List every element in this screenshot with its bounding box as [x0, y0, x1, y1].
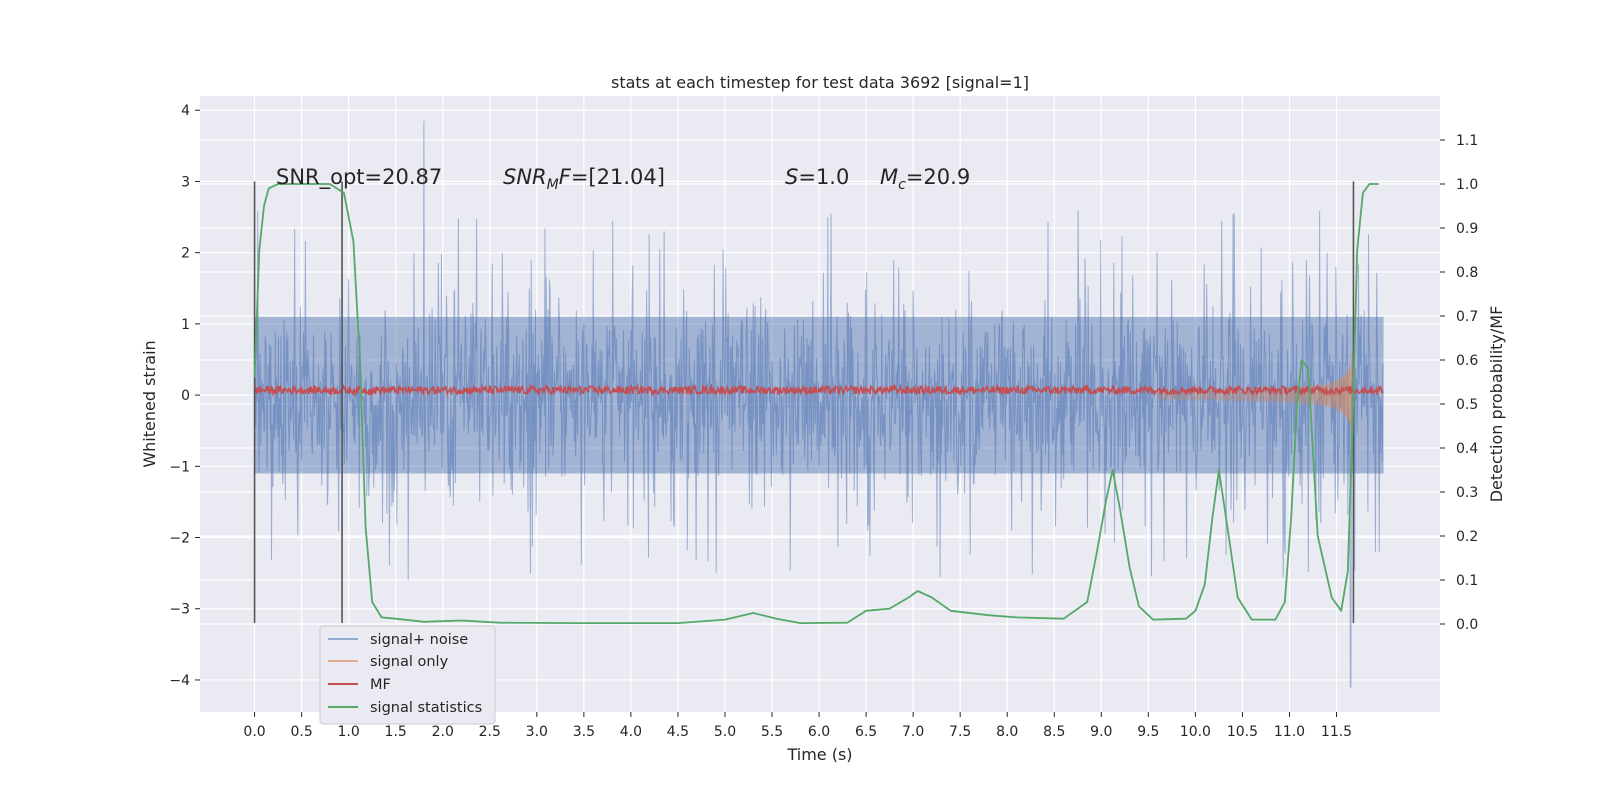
- x-tick-label-10: 5.0: [714, 724, 736, 740]
- legend-label-mf: MF: [370, 677, 391, 693]
- x-tick-label-22: 11.0: [1274, 724, 1305, 740]
- noise-band: [254, 316, 1384, 474]
- y-axis-label: Whitened strain: [140, 340, 159, 467]
- y2-tick-label-6: 0.6: [1456, 353, 1478, 369]
- x-tick-label-11: 5.5: [761, 724, 783, 740]
- legend-box: [319, 625, 496, 725]
- x-tick-label-20: 10.0: [1180, 724, 1211, 740]
- x-tick-label-16: 8.0: [996, 724, 1018, 740]
- y2-axis-label: Detection probability/MF: [1487, 306, 1506, 503]
- x-tick-label-17: 8.5: [1043, 724, 1065, 740]
- axis-ticks: 0.0 0.5 1.0 1.5 2.0 2.5 3.0 3.5 4.0 4.5 5.0 5.5 6.0 6…: [169, 103, 1478, 740]
- series-signal-only: [1157, 349, 1354, 442]
- x-tick-label-19: 9.5: [1137, 724, 1159, 740]
- x-tick-label-8: 4.0: [620, 724, 642, 740]
- y2-tick-label-11: 1.1: [1456, 133, 1478, 149]
- annotation-snr-opt: SNR_opt=20.87: [276, 165, 442, 190]
- x-tick-label-21: 10.5: [1227, 724, 1258, 740]
- x-tick-label-4: 2.0: [432, 724, 454, 740]
- x-tick-label-7: 3.5: [573, 724, 595, 740]
- y2-tick-label-4: 0.4: [1456, 441, 1478, 457]
- annotation-snr-mf: SNRMF=[21.04]: [503, 165, 665, 193]
- x-tick-label-6: 3.0: [526, 724, 548, 740]
- y-tick-label-0: −4: [169, 673, 190, 689]
- x-tick-label-5: 2.5: [479, 724, 501, 740]
- x-tick-label-15: 7.5: [949, 724, 971, 740]
- mf-trace: [253, 383, 1384, 398]
- y2-tick-label-8: 0.8: [1456, 265, 1478, 281]
- y-tick-label-6: 2: [181, 246, 190, 262]
- y2-tick-label-7: 0.7: [1456, 309, 1478, 325]
- x-tick-label-18: 9.0: [1090, 724, 1112, 740]
- series-signal-noise: [254, 120, 1384, 688]
- chart-title: stats at each timestep for test data 369…: [611, 73, 1029, 92]
- legend-label-signal-noise: signal+ noise: [370, 632, 468, 648]
- x-tick-label-2: 1.0: [338, 724, 360, 740]
- x-tick-label-9: 4.5: [667, 724, 689, 740]
- y-tick-label-3: −1: [169, 459, 190, 475]
- y-tick-label-8: 4: [181, 103, 190, 119]
- y-tick-label-2: −2: [169, 531, 190, 547]
- y2-tick-label-5: 0.5: [1456, 397, 1478, 413]
- x-tick-label-0: 0.0: [243, 724, 265, 740]
- annotation-mc: Mc=20.9: [880, 165, 970, 193]
- y-tick-label-1: −3: [169, 602, 190, 618]
- x-tick-label-3: 1.5: [385, 724, 407, 740]
- y2-tick-label-10: 1.0: [1456, 177, 1478, 193]
- x-tick-label-13: 6.5: [855, 724, 877, 740]
- x-tick-label-14: 7.0: [902, 724, 924, 740]
- y-tick-label-5: 1: [181, 317, 190, 333]
- annotation-s: S=1.0: [785, 165, 849, 189]
- y2-tick-label-1: 0.1: [1456, 573, 1478, 589]
- y2-tick-label-2: 0.2: [1456, 529, 1478, 545]
- signal-statistics-line: [253, 183, 1379, 624]
- legend-label-signal-statistics: signal statistics: [370, 700, 482, 716]
- legend-label-signal-only: signal only: [370, 654, 449, 670]
- y2-tick-label-0: 0.0: [1456, 617, 1478, 633]
- y-tick-label-4: 0: [181, 388, 190, 404]
- noise-trace: [254, 120, 1384, 688]
- x-tick-label-1: 0.5: [290, 724, 312, 740]
- x-tick-label-23: 11.5: [1321, 724, 1352, 740]
- signal-only-trace: [1157, 349, 1354, 442]
- series-signal-statistics: [253, 183, 1379, 624]
- x-tick-label-12: 6.0: [808, 724, 830, 740]
- y2-tick-label-9: 0.9: [1456, 221, 1478, 237]
- legend: signal+ noise signal only MF signal stat…: [319, 625, 496, 725]
- series-mf: [253, 383, 1384, 398]
- y2-tick-label-3: 0.3: [1456, 485, 1478, 501]
- x-axis-label: Time (s): [786, 745, 852, 764]
- y-tick-label-7: 3: [181, 174, 190, 190]
